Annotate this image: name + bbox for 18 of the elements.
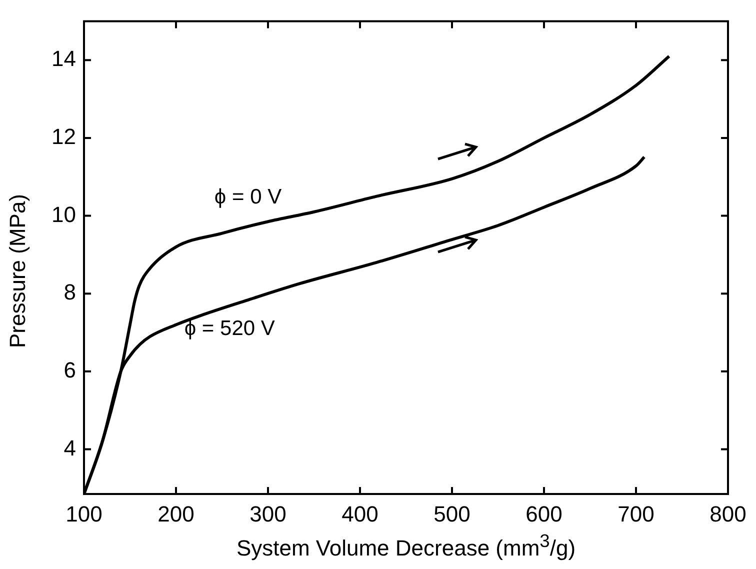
y-tick-label: 10 — [52, 202, 76, 227]
y-tick-label: 6 — [64, 357, 76, 382]
series-label: ϕ = 0 V — [214, 185, 282, 208]
series-label: ϕ = 520 V — [184, 317, 275, 340]
y-tick-label: 4 — [64, 435, 76, 460]
x-axis-title: System Volume Decrease (mm$^{3}$/g) — [235, 530, 577, 562]
x-tick-label: 800 — [710, 501, 746, 526]
x-tick-label: 700 — [618, 501, 654, 526]
y-tick-label: 8 — [64, 280, 76, 305]
x-tick-label: 300 — [250, 501, 286, 526]
y-tick-label: 14 — [52, 46, 76, 72]
y-axis-title: Pressure (MPa) — [5, 192, 31, 350]
x-tick-label: 600 — [526, 501, 562, 526]
x-tick-label: 100 — [66, 501, 102, 526]
x-tick-label: 200 — [158, 501, 194, 526]
x-tick-label: 400 — [342, 501, 378, 526]
y-tick-label: 12 — [52, 124, 76, 150]
x-tick-label: 500 — [434, 501, 470, 526]
